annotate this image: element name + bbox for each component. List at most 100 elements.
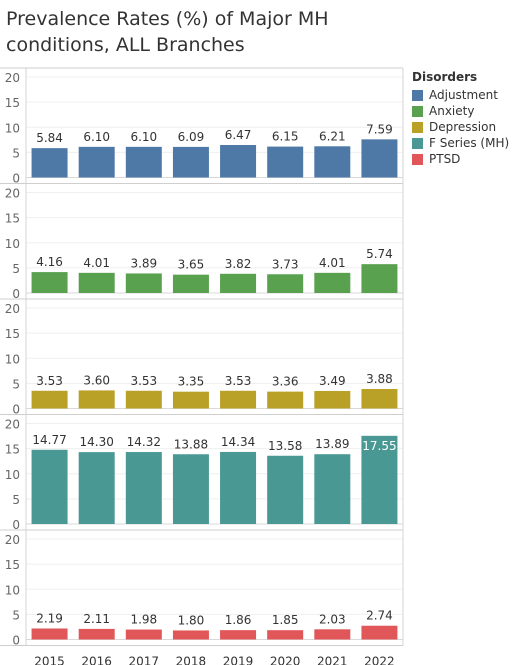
bar [78, 146, 115, 178]
legend-label: Depression [429, 120, 497, 134]
data-label: 6.47 [225, 128, 252, 142]
chart-title: Prevalence Rates (%) of Major MH conditi… [6, 8, 329, 56]
data-label: 3.36 [272, 375, 299, 389]
bar [267, 455, 304, 524]
bar [314, 454, 351, 524]
y-tick-label: 0 [12, 518, 20, 532]
y-tick-label: 10 [5, 583, 20, 597]
legend-item: Adjustment [412, 87, 509, 103]
y-tick-label: 10 [5, 352, 20, 366]
data-label: 3.53 [130, 374, 157, 388]
data-label: 1.86 [225, 613, 252, 627]
y-tick-label: 15 [5, 443, 20, 457]
y-tick-label: 0 [12, 172, 20, 186]
data-label: 6.09 [178, 130, 205, 144]
legend-label: PTSD [429, 152, 461, 166]
bar [267, 146, 304, 178]
data-label: 4.16 [36, 255, 63, 269]
bar [220, 630, 257, 640]
bar [220, 390, 257, 409]
y-tick-label: 20 [5, 71, 20, 85]
bar [314, 629, 351, 640]
bar [361, 264, 398, 293]
data-label: 14.77 [32, 433, 66, 447]
data-label: 1.98 [130, 613, 157, 627]
bar [78, 452, 115, 524]
x-tick-label: 2016 [81, 655, 112, 665]
bar [267, 391, 304, 409]
y-tick-label: 20 [5, 533, 20, 547]
y-tick-label: 15 [5, 558, 20, 572]
legend-item: PTSD [412, 151, 509, 167]
bar [267, 630, 304, 640]
bar [361, 435, 398, 524]
legend: Disorders Adjustment Anxiety Depression F S… [412, 70, 509, 167]
data-label: 4.01 [319, 256, 346, 270]
bar [172, 630, 209, 640]
y-tick-label: 15 [5, 96, 20, 110]
legend-label: F Series (MH) [429, 136, 510, 150]
data-label: 17.55 [362, 439, 396, 453]
data-label: 14.34 [221, 435, 255, 449]
bar [361, 625, 398, 640]
y-tick-label: 5 [12, 377, 20, 391]
x-tick-label: 2018 [176, 655, 207, 665]
x-tick-label: 2015 [34, 655, 65, 665]
data-label: 1.85 [272, 613, 299, 627]
legend-swatch [412, 137, 423, 149]
x-tick-label: 2022 [364, 655, 395, 665]
data-label: 6.10 [130, 130, 157, 144]
legend-swatch [412, 105, 423, 117]
bar [361, 389, 398, 409]
bar [172, 454, 209, 524]
data-label: 2.74 [366, 609, 393, 623]
legend-item: F Series (MH) [412, 135, 509, 151]
data-label: 4.01 [83, 256, 110, 270]
legend-title: Disorders [412, 70, 478, 84]
legend-label: Adjustment [429, 88, 498, 102]
data-label: 14.32 [127, 435, 161, 449]
bar [172, 146, 209, 178]
legend-swatch [412, 121, 423, 133]
y-tick-label: 5 [12, 608, 20, 622]
bar [172, 274, 209, 293]
y-tick-label: 5 [12, 262, 20, 276]
data-label: 2.11 [83, 612, 110, 626]
y-tick-label: 10 [5, 468, 20, 482]
y-tick-label: 5 [12, 146, 20, 160]
legend-item: Anxiety [412, 103, 509, 119]
data-label: 3.89 [130, 256, 157, 270]
data-label: 3.53 [36, 374, 63, 388]
data-label: 3.60 [83, 373, 110, 387]
data-label: 3.88 [366, 372, 393, 386]
legend-label: Anxiety [429, 104, 475, 118]
data-label: 3.53 [225, 374, 252, 388]
data-label: 3.65 [178, 258, 205, 272]
data-label: 6.10 [83, 130, 110, 144]
bar [125, 146, 162, 178]
bar [314, 272, 351, 293]
data-label: 6.21 [319, 129, 346, 143]
bar [267, 274, 304, 293]
data-label: 5.84 [36, 131, 63, 145]
data-label: 13.89 [315, 437, 349, 451]
data-label: 14.30 [80, 435, 114, 449]
bar [220, 273, 257, 293]
data-label: 2.19 [36, 611, 63, 625]
y-tick-label: 0 [12, 403, 20, 417]
bar [125, 629, 162, 640]
data-label: 13.58 [268, 439, 302, 453]
bar [314, 390, 351, 409]
bar [125, 273, 162, 293]
bar [78, 390, 115, 409]
y-tick-label: 5 [12, 493, 20, 507]
data-label: 6.15 [272, 130, 299, 144]
bar [361, 139, 398, 178]
y-tick-label: 15 [5, 327, 20, 341]
bar [31, 272, 68, 293]
x-tick-label: 2019 [223, 655, 254, 665]
data-label: 5.74 [366, 247, 393, 261]
legend-item: Depression [412, 119, 509, 135]
data-label: 2.03 [319, 612, 346, 626]
legend-swatch [412, 89, 423, 101]
